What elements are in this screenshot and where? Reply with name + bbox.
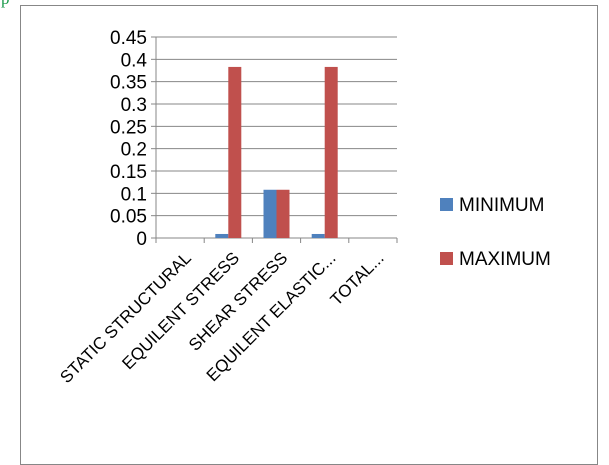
bar-maximum — [276, 189, 290, 238]
legend-swatch-minimum — [440, 198, 453, 211]
legend-label-maximum: MAXIMUM — [459, 249, 551, 270]
bar-chart: 00.050.10.150.20.250.30.350.40.45STATIC … — [56, 28, 551, 387]
y-tick-label: 0.4 — [121, 50, 148, 71]
bar-minimum — [311, 233, 325, 238]
y-tick-label: 0.35 — [110, 73, 147, 94]
y-tick-label: 0.1 — [121, 184, 147, 205]
y-tick-label: 0.05 — [110, 207, 147, 228]
bar-minimum — [215, 233, 229, 238]
y-tick-label: 0.15 — [110, 162, 147, 183]
bar-minimum — [263, 189, 277, 238]
legend-label-minimum: MINIMUM — [459, 195, 544, 216]
top-text: p — [1, 0, 10, 9]
x-category-label: TOTAL... — [327, 248, 388, 309]
legend-swatch-maximum — [440, 252, 453, 265]
y-tick-label: 0.2 — [121, 140, 147, 161]
top-text-fragment: p — [0, 0, 609, 12]
y-tick-label: 0 — [136, 229, 147, 250]
bar-maximum — [228, 66, 242, 238]
bar-maximum — [324, 66, 338, 238]
y-tick-label: 0.3 — [121, 95, 147, 116]
y-tick-label: 0.25 — [110, 117, 147, 138]
y-tick-label: 0.45 — [110, 28, 147, 49]
